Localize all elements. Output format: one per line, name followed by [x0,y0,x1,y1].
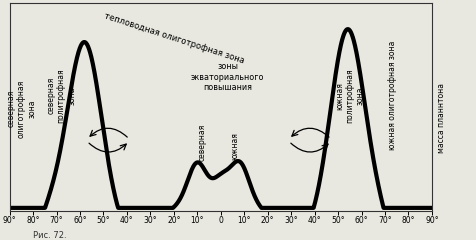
Text: южная олиготрофная зона: южная олиготрофная зона [387,41,397,150]
Text: масса планнтона: масса планнтона [437,83,446,153]
Text: северная: северная [198,123,207,161]
Text: южная
политрофная
зона: южная политрофная зона [335,68,365,123]
Text: северная
политрофная
зона: северная политрофная зона [46,68,76,123]
Text: Рис. 72.: Рис. 72. [33,231,67,240]
Text: южная: южная [230,132,239,160]
Text: северная
олиготрофная
зона: северная олиготрофная зона [6,79,36,138]
Text: тепловодная олиготрофная зона: тепловодная олиготрофная зона [103,11,245,65]
Text: зоны
экваториального
повышания: зоны экваториального повышания [191,62,265,92]
